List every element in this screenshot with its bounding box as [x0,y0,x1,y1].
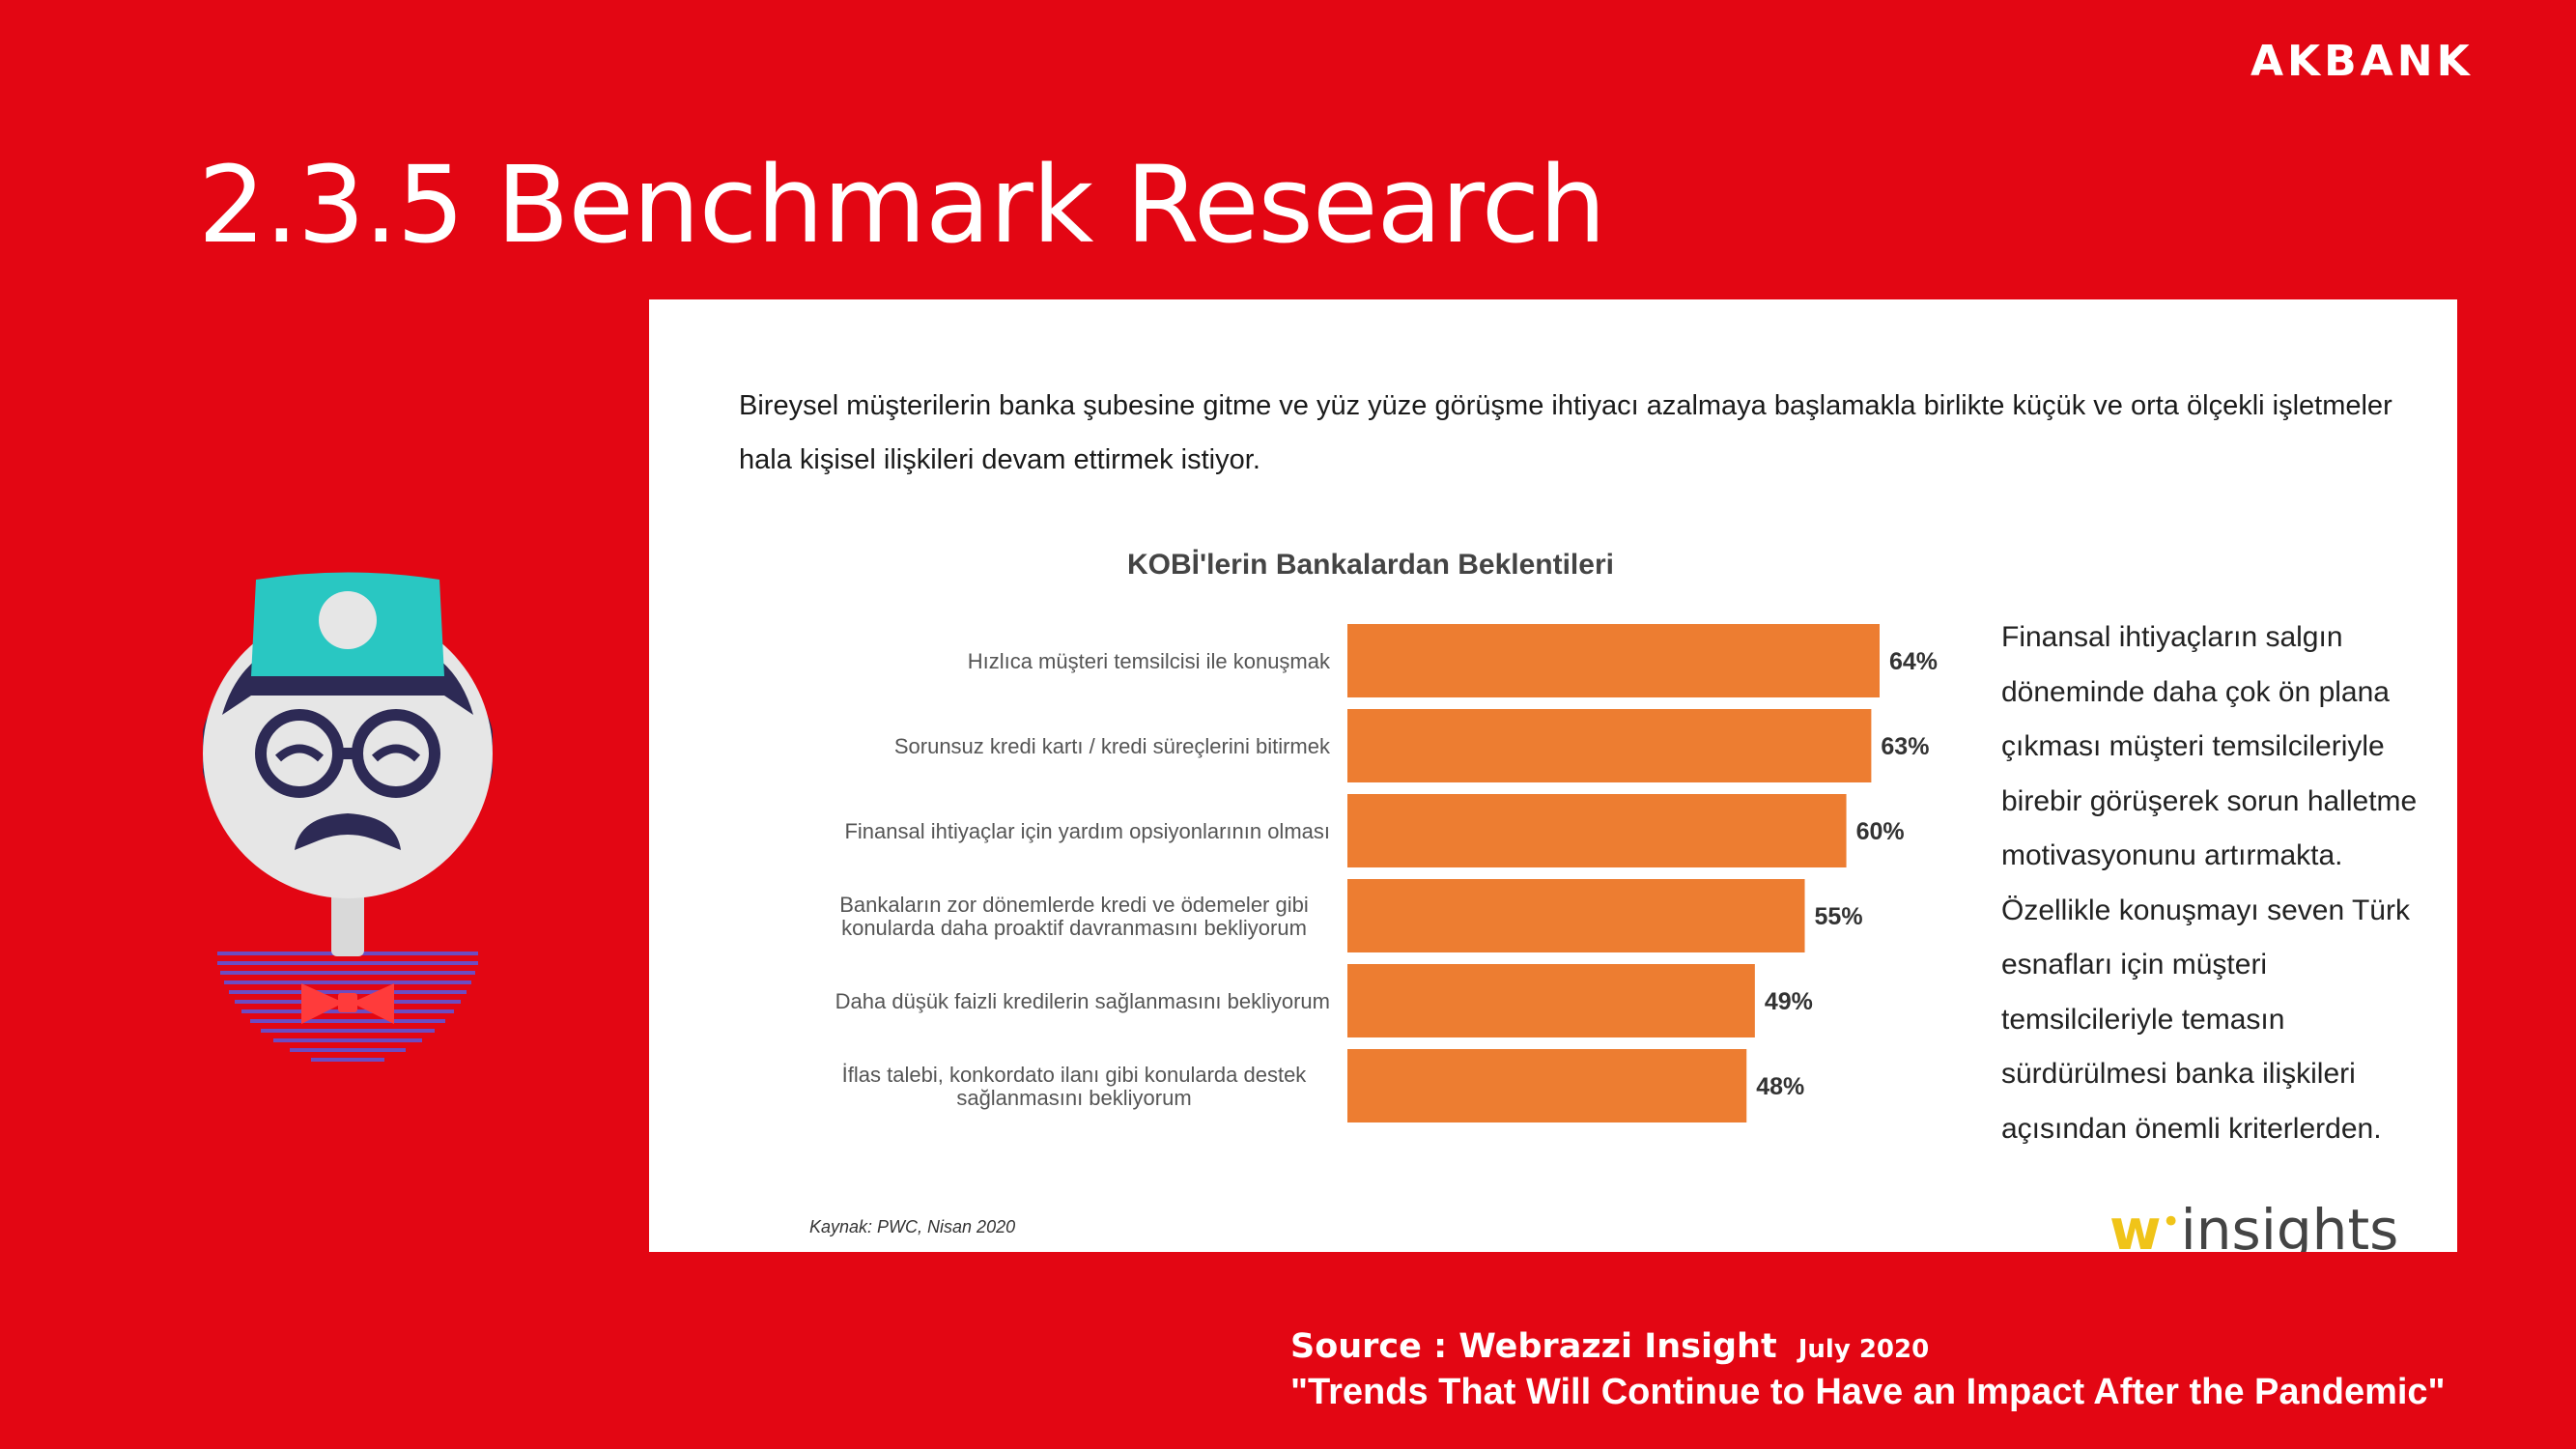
insights-logo: w•insights [2109,1191,2398,1252]
bow-tie-icon [301,983,394,1024]
footer-quote: "Trends That Will Continue to Have an Im… [1290,1372,2446,1412]
bar-5 [1347,964,1755,1037]
expectations-bar-chart: 64% Hızlıca müşteri temsilcisi ile konuşm… [835,624,1938,1122]
category-label-6-line-2: sağlanmasını bekliyorum [956,1086,1191,1110]
research-panel: Bireysel müşterilerin banka şubesine git… [649,299,2457,1252]
value-label-4: 55% [1815,903,1863,930]
bar-2 [1347,709,1872,782]
category-label-6-line-1: İflas talebi, konkordato ilanı gibi konu… [842,1063,1308,1087]
category-label-2: Sorunsuz kredi kartı / kredi süreçlerini… [894,734,1331,758]
doctor-mascot-illustration [203,572,493,1062]
footer-source: Source : Webrazzi Insight July 2020 [1290,1327,1929,1366]
value-label-2: 63% [1881,733,1929,760]
head-mirror-icon [319,591,377,649]
mustache-icon [295,813,401,850]
category-label-4-line-1: Bankaların zor dönemlerde kredi ve ödeme… [839,893,1308,917]
insight-note: Finansal ihtiyaçların salgın döneminde d… [2001,621,2418,1145]
value-label-6: 48% [1756,1073,1804,1100]
bar-6 [1347,1049,1747,1122]
value-label-5: 49% [1765,988,1813,1015]
logo-dot-icon: • [2161,1203,2181,1241]
logo-text: insights [2180,1197,2399,1252]
value-label-1: 64% [1889,648,1938,675]
value-label-3: 60% [1856,818,1905,845]
category-label-3: Finansal ihtiyaçlar için yardım opsiyonl… [844,819,1330,843]
bar-1 [1347,624,1880,697]
intro-text: Bireysel müşterilerin banka şubesine git… [739,390,2392,475]
chart-title: KOBİ'lerin Bankalardan Beklentileri [1127,549,1614,581]
category-label-4-line-2: konularda daha proaktif davranmasını bek… [841,916,1307,940]
brand-logo: AKBANK [2250,37,2474,86]
bar-3 [1347,794,1847,867]
glasses-icon [255,709,440,798]
category-label-1: Hızlıca müşteri temsilcisi ile konuşmak [968,649,1331,673]
chart-source-caption: Kaynak: PWC, Nisan 2020 [809,1217,1016,1236]
category-label-5: Daha düşük faizli kredilerin sağlanmasın… [835,989,1330,1013]
footer-date: July 2020 [1798,1335,1930,1364]
logo-w: w [2109,1197,2162,1252]
bar-4 [1347,879,1805,952]
page-title: 2.3.5 Benchmark Research [198,143,1606,267]
footer-source-label: Source : Webrazzi Insight [1290,1327,1777,1366]
